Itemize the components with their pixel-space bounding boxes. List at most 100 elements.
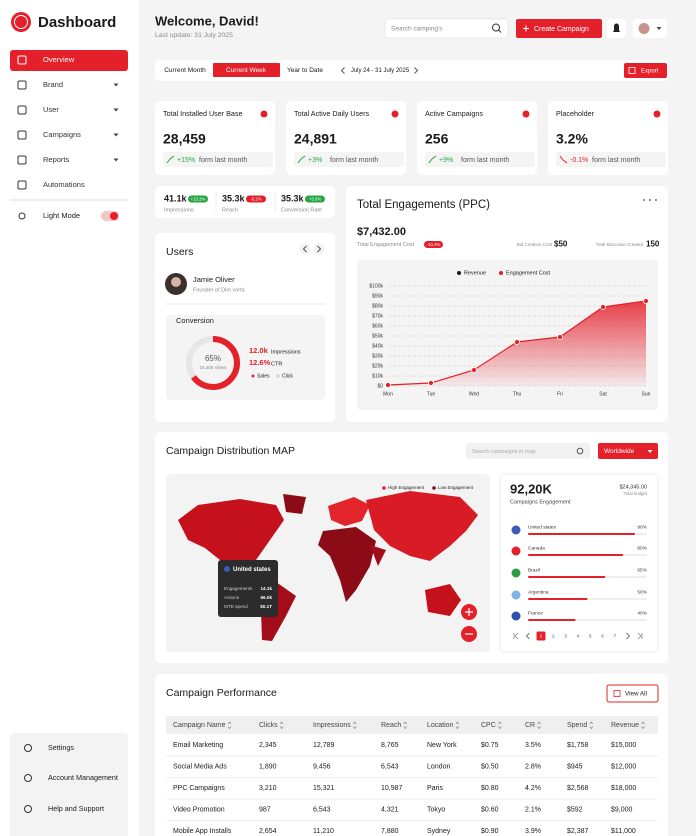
world-map: [166, 474, 490, 652]
pager-last[interactable]: [637, 632, 643, 640]
bottom-item[interactable]: Settings: [48, 743, 74, 752]
column-header[interactable]: Reach: [381, 722, 401, 729]
more-dot[interactable]: [649, 199, 651, 201]
table-cell: 3.5%: [525, 742, 541, 749]
kpi-change-pill: [556, 152, 666, 167]
tab[interactable]: Current Month: [164, 67, 206, 74]
kpi-icon: [653, 110, 661, 118]
pager-button[interactable]: [313, 243, 325, 255]
stat-label: Impressions: [164, 207, 194, 213]
continent: [366, 491, 478, 561]
table-cell: $2,568: [567, 785, 589, 792]
column-header[interactable]: Spend: [567, 722, 587, 729]
donut-value: 65%: [205, 354, 221, 363]
table-cell: 8,765: [381, 742, 399, 749]
y-tick-label: $30k: [372, 353, 383, 359]
kpi-change: +9%: [439, 157, 453, 164]
column-header[interactable]: CPC: [481, 722, 496, 729]
table-cell: 987: [259, 806, 271, 813]
more-dot[interactable]: [655, 199, 657, 201]
bid-label: Bid Creation Cost: [517, 242, 553, 247]
avatar-button[interactable]: [633, 19, 667, 38]
kpi-change-pill: [294, 152, 404, 167]
page-number[interactable]: 3: [564, 634, 567, 640]
table-cell: Mobile App Installs: [173, 828, 232, 835]
pager-first[interactable]: [513, 632, 519, 640]
flag: [511, 568, 521, 578]
bottom-item[interactable]: Account Management: [48, 773, 118, 782]
region-button[interactable]: [598, 443, 658, 459]
column-header[interactable]: Location: [427, 722, 454, 729]
tab[interactable]: Year to Date: [287, 67, 323, 74]
page-number[interactable]: 4: [577, 634, 580, 640]
page-number[interactable]: 1: [540, 634, 543, 640]
y-tick-label: $90k: [372, 293, 383, 299]
bottom-item[interactable]: Help and Support: [48, 804, 104, 813]
user-avatar-face: [171, 277, 181, 287]
continent: [425, 584, 461, 616]
legend-label: Revenue: [464, 270, 486, 276]
caret: [113, 83, 119, 87]
y-tick-label: $70k: [372, 313, 383, 319]
kpi-label: Total Active Daily Users: [294, 109, 369, 118]
column-header[interactable]: Revenue: [611, 722, 639, 729]
sort-icon: [352, 721, 357, 729]
flag: [511, 590, 521, 600]
nav-item[interactable]: Automations: [43, 180, 85, 189]
engagement-badge: [424, 241, 443, 248]
legend-dot: [251, 374, 255, 378]
page-number[interactable]: 7: [613, 634, 616, 640]
plus-icon: [523, 25, 529, 32]
y-tick-label: $80k: [372, 303, 383, 309]
page-number[interactable]: 2: [552, 634, 555, 640]
continent: [178, 499, 284, 576]
nav-item[interactable]: Brand: [43, 80, 63, 89]
view-all-icon: [613, 690, 621, 697]
logo: [11, 12, 31, 32]
table-cell: 6,543: [381, 763, 399, 770]
sort-icon: [589, 721, 593, 729]
nav-item[interactable]: Reports: [43, 155, 70, 164]
column-header[interactable]: Clicks: [259, 722, 278, 729]
table-cell: 2,345: [259, 742, 277, 749]
created-label: Total Maccaine Created: [596, 242, 644, 247]
column-header[interactable]: CR: [525, 722, 535, 729]
more-dot[interactable]: [643, 199, 645, 201]
ctr-label: CTR: [271, 361, 282, 367]
continent: [328, 497, 370, 526]
page-number[interactable]: 6: [601, 634, 604, 640]
nav-item[interactable]: Overview: [43, 55, 75, 64]
last-update: Last update: 31 July 2025: [155, 32, 233, 39]
map-search[interactable]: [466, 443, 590, 459]
nav-icon: [17, 155, 27, 165]
tooltip-value: $0.1T: [260, 604, 272, 609]
nav-icon: [17, 55, 27, 65]
nav-item[interactable]: Campaigns: [43, 130, 81, 139]
bar: [528, 533, 636, 535]
search-icon: [492, 23, 500, 32]
continent: [370, 545, 386, 566]
tab[interactable]: Current Week: [226, 67, 267, 74]
bell-icon: [613, 23, 620, 32]
tooltip: [218, 560, 278, 617]
search-placeholder: Search camping's: [391, 26, 443, 33]
pager-button[interactable]: [299, 243, 311, 255]
kpi-icon: [391, 110, 399, 118]
view-all-button[interactable]: [606, 684, 659, 703]
column-header[interactable]: Impressions: [313, 722, 351, 729]
table-cell: New York: [427, 742, 457, 749]
export-button[interactable]: [624, 63, 667, 78]
y-tick-label: $10k: [372, 373, 383, 379]
nav-item[interactable]: User: [43, 105, 59, 114]
column-header[interactable]: Campaign Name: [173, 722, 226, 729]
search-box[interactable]: [384, 18, 509, 39]
export-icon: [628, 67, 636, 74]
export-label: Export: [641, 69, 659, 75]
kpi-label: Placeholder: [556, 109, 595, 118]
y-tick-label: $40k: [372, 343, 383, 349]
chevron: [626, 632, 631, 640]
countries-panel: [499, 473, 659, 653]
page-number[interactable]: 5: [589, 634, 592, 640]
donut-arc: [186, 336, 240, 390]
create-button[interactable]: [516, 19, 602, 38]
